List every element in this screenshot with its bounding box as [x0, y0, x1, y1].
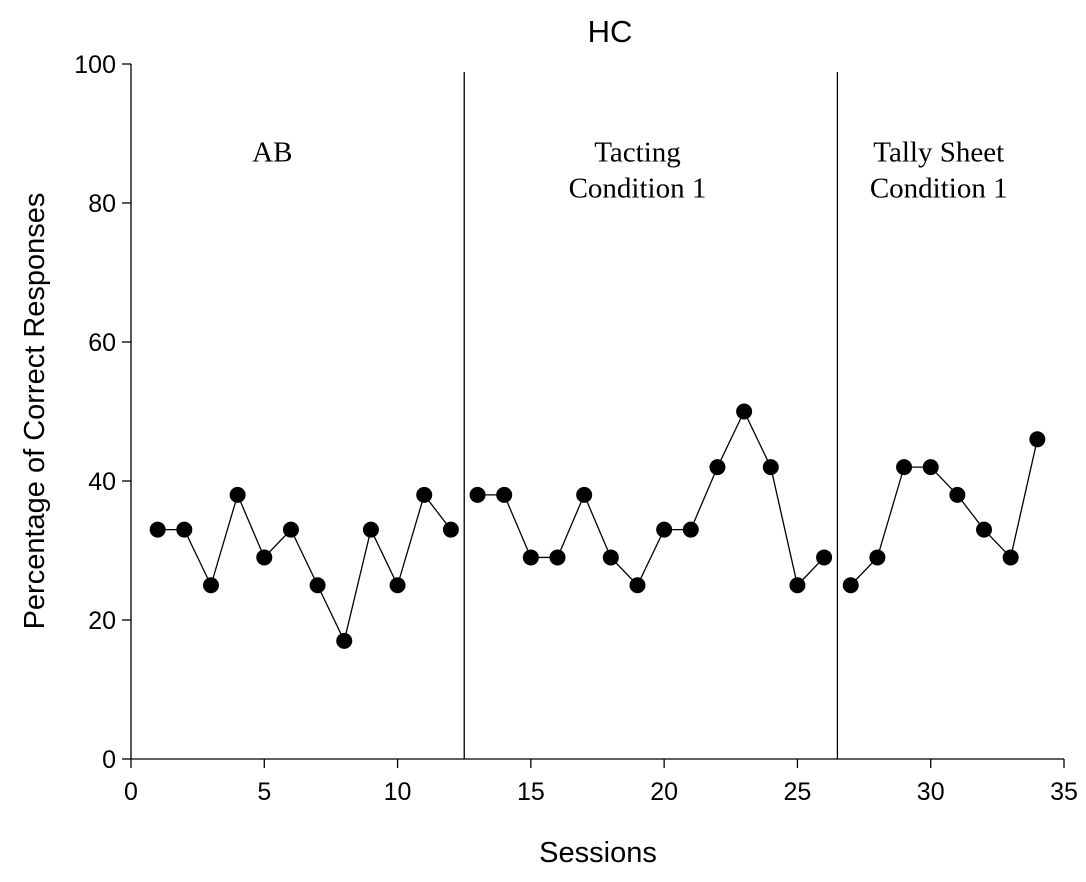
- data-point: [522, 549, 539, 566]
- data-point: [469, 486, 486, 503]
- x-tick-label: 10: [384, 778, 412, 806]
- x-tick-label: 15: [517, 778, 545, 806]
- x-tick-label: 35: [1050, 778, 1078, 806]
- data-point: [789, 577, 806, 594]
- y-tick-label: 40: [88, 468, 116, 496]
- phase-labels: AB Tacting Condition 1 Tally Sheet Condition…: [252, 136, 1007, 204]
- data-point: [1002, 549, 1019, 566]
- data-point: [896, 459, 913, 476]
- series-points: [149, 403, 1046, 649]
- x-tick-label: 5: [257, 778, 271, 806]
- data-point: [682, 521, 699, 538]
- x-tick-label: 20: [650, 778, 678, 806]
- data-point: [309, 577, 326, 594]
- y-tick-label: 80: [88, 190, 116, 218]
- data-point: [922, 459, 939, 476]
- data-point: [149, 521, 166, 538]
- data-point: [869, 549, 886, 566]
- data-point: [202, 577, 219, 594]
- data-point: [602, 549, 619, 566]
- data-point: [416, 486, 433, 503]
- x-tick-label: 0: [124, 778, 138, 806]
- y-tick-label: 100: [74, 51, 116, 79]
- data-point: [549, 549, 566, 566]
- x-tick-label: 25: [784, 778, 812, 806]
- data-point: [949, 486, 966, 503]
- y-tick-label: 60: [88, 329, 116, 357]
- phase-label: AB: [252, 136, 292, 168]
- phase-label: Tacting Condition 1: [569, 136, 707, 204]
- y-tick-label: 0: [102, 746, 116, 774]
- data-point: [816, 549, 833, 566]
- data-point: [1029, 431, 1046, 448]
- data-point: [576, 486, 593, 503]
- data-point: [736, 403, 753, 420]
- data-point: [842, 577, 859, 594]
- data-point: [282, 521, 299, 538]
- data-point: [656, 521, 673, 538]
- data-point: [762, 459, 779, 476]
- x-axis-label: Sessions: [539, 837, 657, 869]
- data-point: [976, 521, 993, 538]
- data-point: [389, 577, 406, 594]
- phase-label: Tally Sheet Condition 1: [870, 136, 1008, 204]
- data-point: [336, 632, 353, 649]
- data-point: [496, 486, 513, 503]
- y-axis-label: Percentage of Correct Responses: [19, 193, 51, 630]
- y-tick-label: 20: [88, 607, 116, 635]
- chart-title: HC: [588, 14, 633, 49]
- data-point: [362, 521, 379, 538]
- data-point: [709, 459, 726, 476]
- data-point: [442, 521, 459, 538]
- series-line: [157, 492, 452, 643]
- data-point: [629, 577, 646, 594]
- axes: 0 20 40 60 80 100 0 5 10 15 20 25 30 35: [74, 51, 1078, 806]
- x-tick-label: 30: [917, 778, 945, 806]
- data-point: [229, 486, 246, 503]
- phase-lines: [463, 72, 839, 759]
- data-point: [176, 521, 193, 538]
- data-point: [256, 549, 273, 566]
